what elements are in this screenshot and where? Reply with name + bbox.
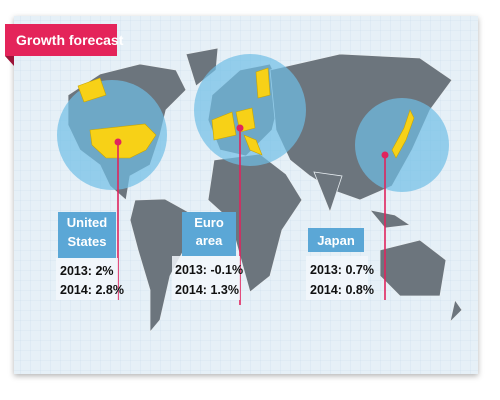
region-name: States bbox=[67, 234, 106, 249]
pointer-dots bbox=[114, 124, 389, 159]
region-name: United bbox=[67, 215, 108, 230]
region-stat: 2013: 2% bbox=[60, 264, 114, 278]
region-name: area bbox=[196, 233, 224, 248]
region-stat: 2014: 0.8% bbox=[310, 283, 374, 297]
region-stat: 2014: 1.3% bbox=[175, 283, 239, 297]
title: Growth forecast bbox=[16, 32, 124, 48]
label-boxes bbox=[58, 212, 364, 258]
title-tag: Growth forecast bbox=[5, 24, 124, 66]
highlighted-regions bbox=[77, 67, 415, 159]
region-name: Euro bbox=[194, 215, 224, 230]
region-stat: 2013: 0.7% bbox=[310, 263, 374, 277]
region-stat: 2014: 2.8% bbox=[60, 283, 124, 297]
region-name: Japan bbox=[317, 233, 355, 248]
region-stat: 2013: -0.1% bbox=[175, 263, 243, 277]
region-labels: United States 2013: 2% 2014: 2.8% Euro a… bbox=[60, 215, 374, 297]
stat-boxes bbox=[56, 256, 368, 300]
